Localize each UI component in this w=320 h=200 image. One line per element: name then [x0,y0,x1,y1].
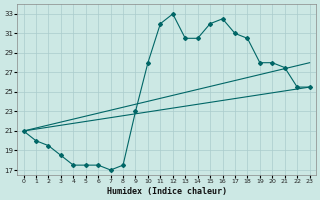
X-axis label: Humidex (Indice chaleur): Humidex (Indice chaleur) [107,187,227,196]
